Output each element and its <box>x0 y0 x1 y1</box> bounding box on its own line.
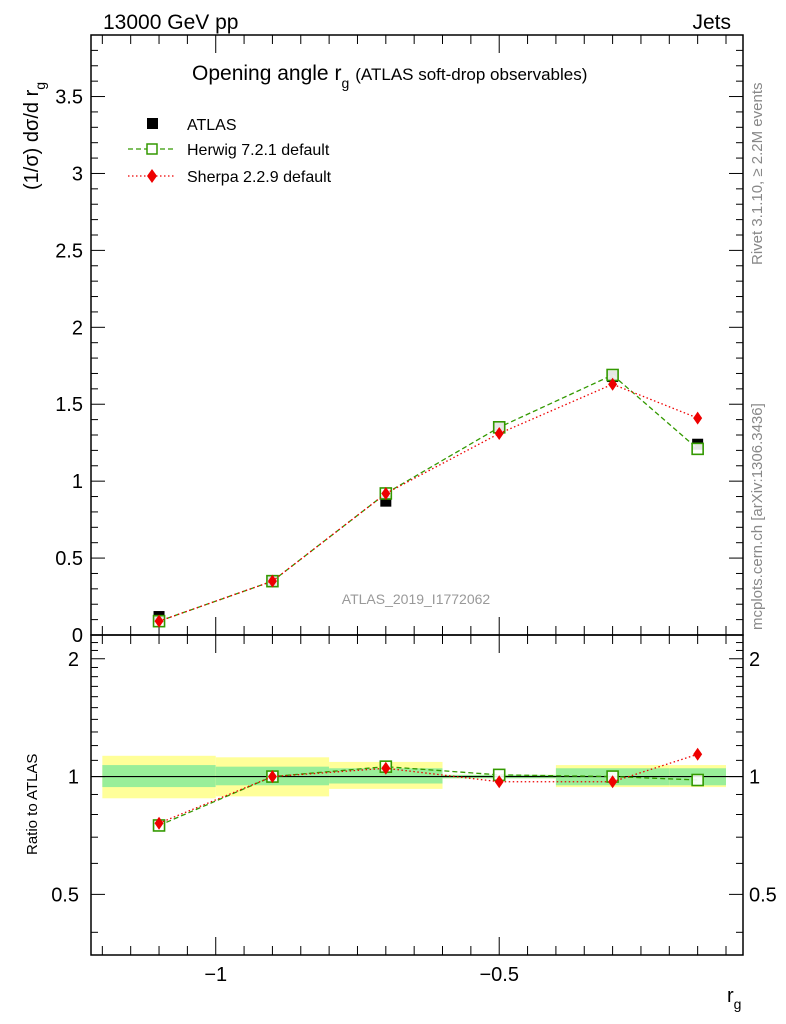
ratio-y-tick-label: 2 <box>68 649 79 671</box>
legend-marker-atlas <box>147 118 158 129</box>
legend-entry-herwig: Herwig 7.2.1 default <box>128 142 330 159</box>
ratio-y-tick-label-right: 1 <box>749 767 760 789</box>
main-y-tick-label: 0.5 <box>55 548 83 570</box>
sherpa-point <box>267 574 277 588</box>
sherpa-line <box>158 383 698 622</box>
process-label: Jets <box>692 11 731 34</box>
legend-entry-atlas: ATLAS <box>147 117 237 134</box>
main-y-tick-label: 3.5 <box>55 87 83 109</box>
ratio-frame <box>90 634 744 956</box>
ratio-y-axis-label: Ratio to ATLAS <box>24 754 41 855</box>
ratio-y-tick-label: 0.5 <box>51 884 79 906</box>
x-tick-label: −1 <box>204 964 227 986</box>
sherpa-ratio-point <box>267 770 277 784</box>
legend-label-sherpa: Sherpa 2.2.9 default <box>187 169 332 186</box>
sherpa-ratio-point <box>494 775 504 789</box>
x-axis-label: rg <box>727 985 741 1012</box>
svg-text:rg: rg <box>727 985 741 1012</box>
legend-label-herwig: Herwig 7.2.1 default <box>187 142 330 159</box>
sherpa-point <box>608 377 618 391</box>
main-y-tick-label: 2 <box>72 317 83 339</box>
svg-text:(1/σ) dσ/d rg: (1/σ) dσ/d rg <box>21 82 48 190</box>
legend-marker-sherpa <box>147 169 157 183</box>
sherpa-point <box>154 614 164 628</box>
legend-label-atlas: ATLAS <box>187 117 237 134</box>
main-y-tick-label: 1 <box>72 471 83 493</box>
main-panel: 0 0.5 1 1.5 2 2.5 3 3.5 <box>55 34 744 647</box>
main-y-tick-label: 3 <box>72 163 83 185</box>
legend-entry-sherpa: Sherpa 2.2.9 default <box>128 169 332 186</box>
herwig-ratio-point <box>691 773 704 787</box>
main-y-tick-label: 2.5 <box>55 240 83 262</box>
legend: ATLAS Herwig 7.2.1 default Sherpa 2.2.9 … <box>128 117 332 186</box>
rivet-note: Rivet 3.1.10, ≥ 2.2M events <box>749 83 766 266</box>
main-y-tick-label: 0 <box>72 625 83 647</box>
sherpa-point <box>381 486 391 500</box>
sherpa-ratio-point <box>381 761 391 775</box>
sherpa-point <box>494 426 504 440</box>
ratio-y-tick-label-right: 0.5 <box>749 884 777 906</box>
sherpa-point <box>693 411 703 425</box>
sherpa-ratio-point <box>608 775 618 789</box>
sherpa-ratio-line <box>158 753 698 824</box>
ratio-y-tick-label: 1 <box>68 767 79 789</box>
main-y-axis-label: (1/σ) dσ/d rg <box>21 82 48 190</box>
analysis-watermark: ATLAS_2019_I1772062 <box>342 591 491 607</box>
energy-label: 13000 GeV pp <box>103 11 238 34</box>
svg-text:Opening angle rg(ATLAS soft-dr: Opening angle rg (ATLAS soft-drop observa… <box>192 62 587 91</box>
main-y-tick-label: 1.5 <box>55 394 83 416</box>
atlas-data-point <box>380 495 392 507</box>
legend-marker-herwig <box>146 143 158 155</box>
plot-title: Opening angle rg (ATLAS soft-drop observa… <box>192 62 587 91</box>
sherpa-ratio-point <box>154 816 164 830</box>
herwig-point <box>691 442 704 456</box>
ratio-y-tick-label-right: 2 <box>749 649 760 671</box>
ratio-panel: −1 −0.5 0.5 0.5 1 1 2 2 <box>51 634 777 986</box>
mcplots-note: mcplots.cern.ch [arXiv:1306.3436] <box>749 403 766 630</box>
sherpa-ratio-point <box>693 747 703 761</box>
herwig-line <box>158 374 699 622</box>
x-tick-label: −0.5 <box>479 964 518 986</box>
